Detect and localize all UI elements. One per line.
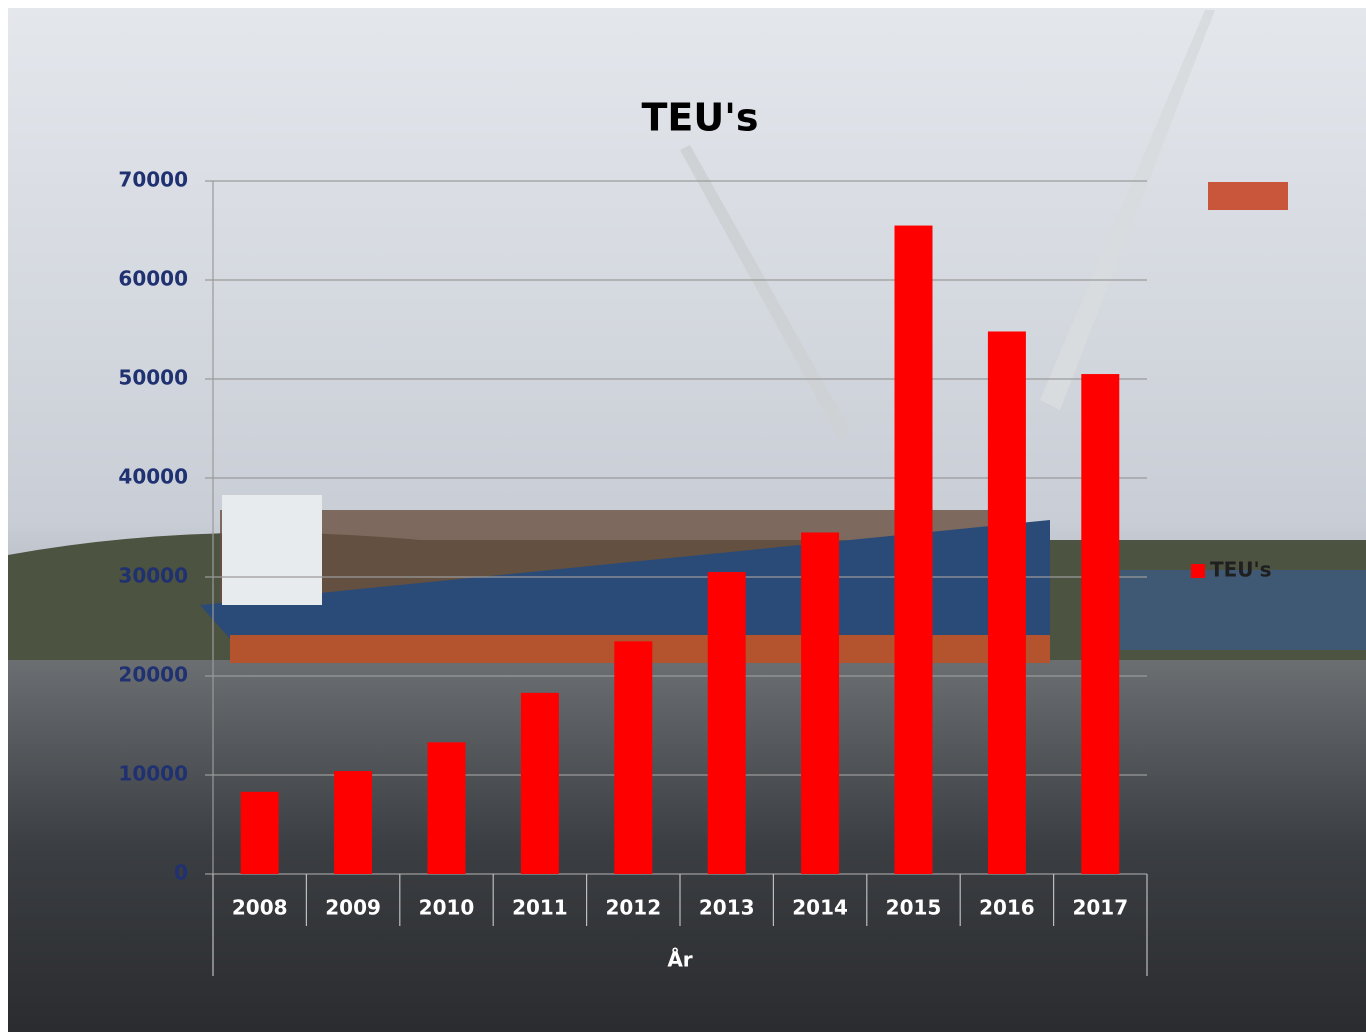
- y-tick-label: 40000: [118, 465, 188, 489]
- bar: [241, 792, 279, 874]
- legend-label: TEU's: [1210, 558, 1272, 582]
- background-photo: [8, 8, 1366, 1032]
- y-tick-label: 60000: [118, 267, 188, 291]
- x-tick-label: 2011: [512, 896, 568, 920]
- bar: [708, 572, 746, 874]
- x-tick-label: 2008: [232, 896, 288, 920]
- legend-swatch: [1191, 564, 1205, 578]
- x-tick-label: 2009: [325, 896, 381, 920]
- y-tick-label: 50000: [118, 366, 188, 390]
- chart-title: TEU's: [642, 96, 759, 140]
- bar: [428, 742, 466, 874]
- y-tick-label: 70000: [118, 168, 188, 192]
- x-tick-label: 2017: [1072, 896, 1128, 920]
- x-tick-label: 2013: [699, 896, 755, 920]
- bar: [334, 771, 372, 874]
- bar: [614, 641, 652, 874]
- y-tick-label: 10000: [118, 762, 188, 786]
- y-tick-label: 0: [174, 861, 188, 885]
- x-tick-label: 2012: [605, 896, 661, 920]
- x-axis-title: År: [667, 948, 692, 972]
- bar: [801, 532, 839, 874]
- y-tick-label: 20000: [118, 663, 188, 687]
- bar: [895, 226, 933, 874]
- bar: [521, 693, 559, 874]
- bar: [988, 331, 1026, 874]
- x-tick-label: 2014: [792, 896, 848, 920]
- x-tick-label: 2015: [886, 896, 942, 920]
- x-tick-label: 2010: [419, 896, 475, 920]
- chart: TEU's År 0 10000 20000 30000 40000 50000 60000…: [0, 0, 1366, 1032]
- page: TEU's År 0 10000 20000 30000 40000 50000 60000…: [0, 0, 1366, 1032]
- bar: [1081, 374, 1119, 874]
- y-tick-label: 30000: [118, 564, 188, 588]
- x-tick-label: 2016: [979, 896, 1035, 920]
